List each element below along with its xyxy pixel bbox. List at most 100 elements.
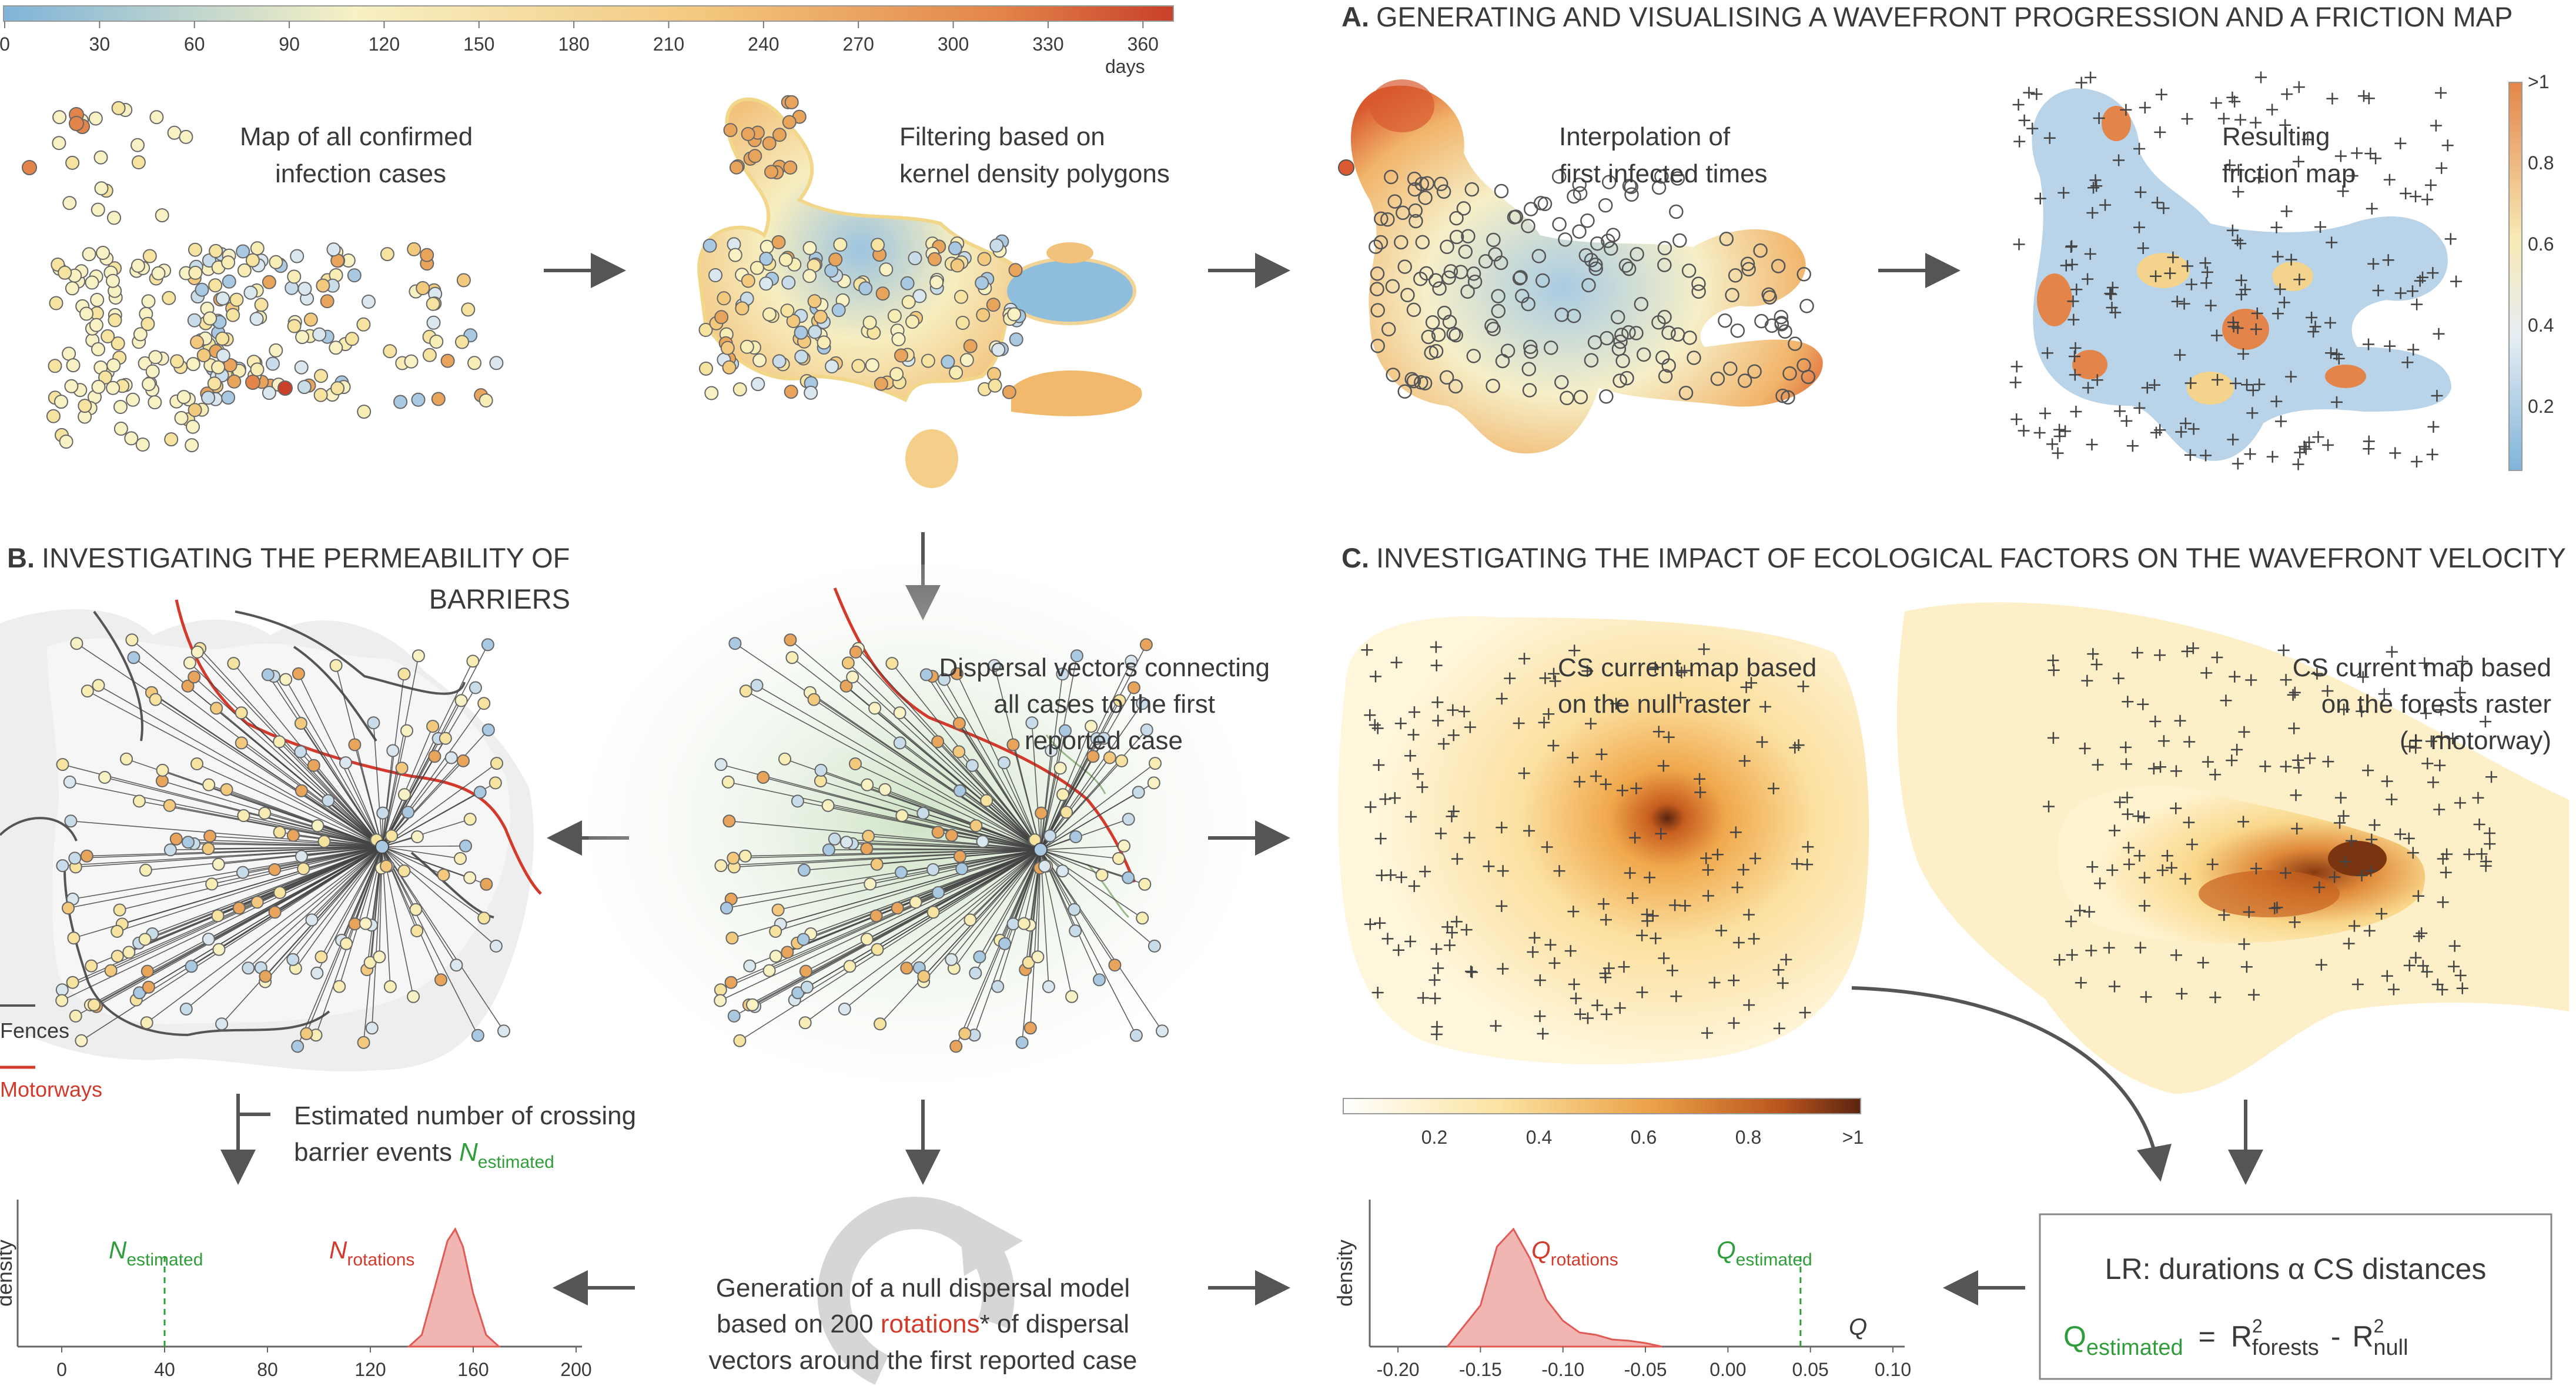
cs-forest-cross — [2121, 791, 2133, 804]
dispersal-case-point — [840, 836, 853, 849]
interp-point — [1521, 219, 1535, 233]
kde-point — [875, 286, 890, 301]
interp-point — [1580, 213, 1595, 228]
cs-forest-cross — [2108, 980, 2120, 993]
barrier-case-point — [315, 950, 328, 964]
cs-forest-cross — [2368, 819, 2381, 831]
barrier-case-point — [220, 783, 233, 796]
barrier-case-point — [140, 1016, 153, 1030]
cs-forest-cross — [2348, 920, 2360, 932]
dispersal-vector — [98, 684, 383, 847]
dispersal-case-point — [998, 937, 1012, 950]
case-point — [46, 409, 61, 423]
interp-point — [1384, 169, 1399, 185]
dispersal-vector — [382, 703, 484, 847]
kde-point — [900, 276, 915, 290]
friction-cross — [2294, 446, 2306, 459]
case-point — [201, 390, 216, 405]
cs-null-cross — [1416, 781, 1428, 793]
dispersal-case-point — [1140, 723, 1153, 737]
barrier-case-point — [205, 877, 219, 891]
dispersal-vector — [186, 846, 383, 1010]
cs-null-cross — [1371, 986, 1384, 998]
barrier-case-point — [322, 794, 335, 807]
cs-forest-cross — [2365, 864, 2377, 877]
dispersal-case-point — [1112, 852, 1125, 865]
interp-point — [1432, 281, 1447, 296]
dispersal-vector — [265, 846, 383, 983]
cs-forest-cross — [2120, 758, 2132, 770]
cs-forest-cross — [2170, 802, 2182, 814]
cs-forest-cross — [2412, 890, 2424, 902]
friction-cross — [2226, 91, 2239, 103]
interp-point — [1524, 344, 1538, 359]
interp-point — [1788, 336, 1802, 351]
friction-cross — [2065, 241, 2077, 253]
interp-point — [1778, 324, 1792, 339]
case-point — [357, 405, 372, 419]
null-model-rotations: rotations — [881, 1310, 980, 1338]
dispersal-vector — [197, 652, 383, 847]
barrier-case-point — [426, 720, 440, 733]
friction-cross — [2325, 347, 2337, 359]
interp-point — [1630, 246, 1644, 262]
friction-cross — [2085, 71, 2097, 84]
case-point-late — [277, 380, 293, 396]
interp-point — [1681, 263, 1697, 278]
barrier-case-point — [463, 871, 477, 884]
dispersal-case-point — [841, 656, 855, 670]
cs-forest-cross — [2166, 861, 2178, 874]
dispersal-vector — [731, 849, 1041, 983]
interp-point — [1634, 296, 1649, 312]
cs-null-cross — [1549, 675, 1561, 687]
dispersal-vector — [365, 846, 383, 924]
cs-null-cross — [1581, 1012, 1594, 1024]
friction-cross — [2023, 86, 2035, 99]
kde-point — [817, 335, 831, 350]
cs-forest-cross — [2356, 705, 2368, 717]
cs-null-cross — [1652, 726, 1665, 738]
cs-null-cross — [1708, 977, 1721, 989]
dispersal-case-point — [969, 819, 983, 833]
case-point — [245, 253, 260, 268]
barrier-case-point — [55, 994, 69, 1007]
cs-forest-cross — [2485, 771, 2498, 783]
dispersal-vector — [219, 846, 383, 950]
null-model-line1: Generation of a null dispersal model — [716, 1274, 1130, 1302]
dispersal-vectors — [720, 639, 1163, 1047]
interp-point — [1464, 182, 1480, 197]
dispersal-vector — [382, 750, 394, 847]
dispersal-vector — [979, 849, 1041, 957]
friction-cross — [2426, 448, 2438, 460]
case-point — [187, 313, 202, 328]
lr-forests: forests — [2252, 1335, 2319, 1360]
case-point — [155, 208, 169, 223]
case-point — [186, 357, 200, 372]
interp-point — [1560, 390, 1574, 406]
cs-forest-cross — [2417, 960, 2429, 972]
cs-forest-cross — [2387, 983, 2400, 996]
case-point — [269, 255, 283, 269]
cs-forest-cross — [2292, 754, 2304, 766]
barrier-case-point — [188, 670, 201, 684]
friction-cross — [2120, 103, 2132, 116]
dispersal-case-point — [861, 778, 874, 791]
barrier-case-point — [397, 667, 411, 681]
cs-null-cross — [1568, 978, 1580, 990]
n-chart-tick-label: 40 — [154, 1359, 175, 1380]
friction-cross — [2210, 329, 2223, 342]
case-point — [316, 278, 330, 293]
dispersal-vector — [955, 849, 1041, 1047]
cs-null-cross — [1595, 748, 1608, 760]
kde-point — [1009, 332, 1023, 347]
barrier-case-point — [311, 819, 324, 833]
cs-null-cross — [1466, 966, 1478, 978]
cs-null-cross — [1802, 841, 1814, 853]
kde-point — [941, 355, 955, 369]
cs-forest-cross — [2337, 810, 2350, 822]
case-point — [108, 313, 122, 328]
barrier-case-point — [286, 829, 300, 842]
cs-forest-cross — [2436, 731, 2448, 743]
interp-point — [1552, 217, 1567, 232]
friction-cross — [2154, 126, 2166, 138]
